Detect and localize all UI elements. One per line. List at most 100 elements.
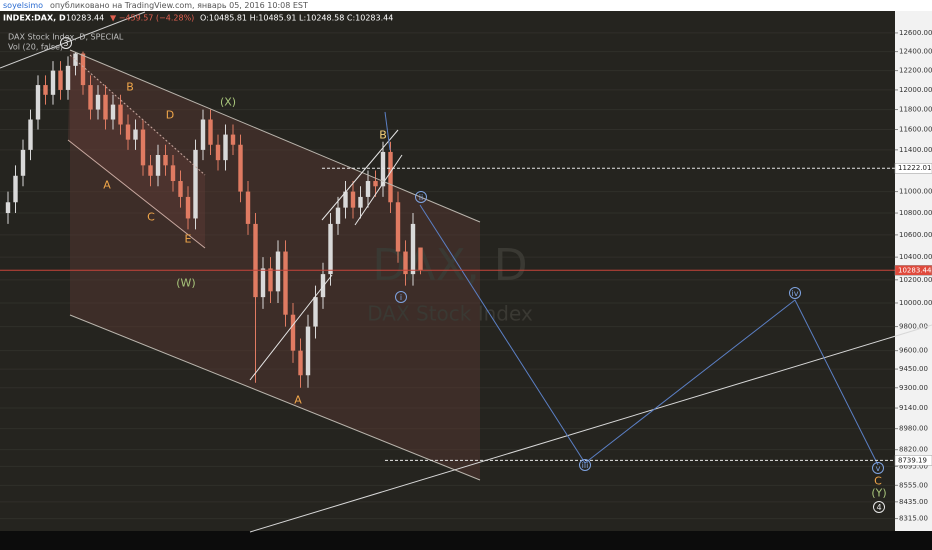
candle-body: [178, 181, 183, 197]
y-tick-label: 10200.00: [899, 276, 932, 284]
change: ▼ −459.57 (−4.28%): [110, 14, 194, 23]
candle-body: [5, 202, 11, 214]
candle-body: [275, 251, 281, 292]
candle-body: [133, 129, 138, 140]
candle-body: [350, 191, 356, 208]
candle-body: [373, 181, 378, 187]
ohlc: O:10485.81 H:10485.91 L:10248.58 C:10283…: [200, 14, 393, 23]
wave-label: E: [185, 233, 192, 246]
wave-label: 4: [876, 503, 881, 512]
price-label: 8739.19: [898, 456, 927, 464]
candle-body: [283, 251, 288, 315]
price-markers: 11222.01 10283.44 8739.19: [0, 162, 932, 466]
wave-label: v: [876, 464, 881, 473]
shaded-channel: [68, 55, 205, 248]
candle-body: [140, 129, 146, 166]
candle-body: [13, 175, 18, 203]
last-price: 10283.44: [66, 14, 104, 23]
y-tick-label: 10000.00: [899, 299, 932, 307]
wave-circle: [415, 191, 427, 203]
candle-body: [230, 134, 236, 145]
y-tick-label: 12400.00: [899, 48, 932, 56]
candle-body: [43, 85, 48, 95]
wave-label: ii: [419, 193, 423, 202]
y-tick-label: 8980.00: [899, 425, 928, 433]
y-tick-label: 11400.00: [899, 146, 932, 154]
wave-label: i: [400, 293, 402, 302]
top-strip: [0, 0, 932, 11]
candle-body: [20, 149, 26, 176]
wave-label: C: [874, 475, 882, 488]
candle-body: [238, 144, 243, 192]
wave-label: A: [103, 179, 111, 192]
projection: [384, 111, 391, 151]
candle-body: [358, 196, 363, 208]
wave-label: iii: [582, 461, 589, 470]
y-tick-label: 8435.00: [899, 498, 928, 506]
candle-body: [50, 70, 56, 95]
bottom-bar: [0, 531, 932, 550]
wave-label: B: [379, 129, 387, 142]
wave-circle: [789, 287, 801, 299]
candle-body: [208, 119, 213, 145]
y-tick-label: 12000.00: [899, 86, 932, 94]
price-label: 11222.01: [898, 164, 931, 172]
wave-label: iv: [792, 289, 799, 298]
y-tick-label: 10400.00: [899, 253, 932, 261]
plot-background: [0, 11, 895, 531]
candle-body: [253, 223, 258, 298]
candle-body: [65, 65, 71, 90]
projection: [419, 204, 879, 466]
published: опубликовано на TradingView.com, январь …: [50, 1, 308, 10]
trend-line: [67, 139, 206, 249]
candle-body: [110, 104, 116, 120]
y-tick-label: 9800.00: [899, 323, 928, 331]
wave-label: 3: [63, 39, 68, 48]
trend-line: [69, 314, 481, 481]
y-tick-label: 8555.00: [899, 481, 928, 489]
wave-label: A: [294, 394, 302, 407]
y-tick-label: 8820.00: [899, 446, 928, 454]
wedge-line: [321, 129, 399, 221]
candle-body: [28, 119, 33, 150]
candle-body: [185, 196, 191, 219]
watermark-sub: DAX Stock Index: [367, 302, 533, 326]
symbol: INDEX:DAX, D: [3, 14, 66, 23]
trend-lines: [0, 11, 932, 533]
candle-body: [148, 165, 153, 176]
y-tick-label: 11600.00: [899, 126, 932, 134]
y-tick-label: 11800.00: [899, 106, 932, 114]
candle-body: [268, 268, 273, 292]
candle-body: [58, 70, 63, 90]
candle-body: [215, 144, 221, 161]
wave-circle: [872, 462, 884, 474]
candle-body: [260, 268, 266, 298]
candle-body: [125, 124, 131, 140]
candle-body: [290, 314, 296, 351]
trend-line: [0, 11, 146, 69]
price-box: [894, 455, 932, 466]
candle-body: [410, 223, 416, 275]
candle-body: [103, 94, 108, 120]
author: soyelsimo: [3, 1, 43, 10]
watermark: DAX, D: [372, 240, 527, 291]
candle-body: [328, 223, 333, 275]
candle-body: [298, 350, 303, 376]
price-label: 10283.44: [898, 266, 932, 274]
candle-body: [73, 53, 78, 66]
y-tick-label: 11000.00: [899, 188, 932, 196]
candle-body: [365, 181, 371, 197]
wedge-line: [249, 274, 333, 381]
candle-body: [380, 151, 386, 187]
candle-body: [35, 85, 41, 120]
candle-body: [163, 154, 168, 166]
y-tick-label: 9140.00: [899, 404, 928, 412]
trend-line: [69, 49, 481, 223]
candle-body: [223, 134, 228, 161]
candle-body: [170, 165, 176, 182]
y-tick-label: 12600.00: [899, 29, 932, 37]
candle-body: [118, 104, 123, 125]
wave-label: (Y): [871, 487, 886, 500]
